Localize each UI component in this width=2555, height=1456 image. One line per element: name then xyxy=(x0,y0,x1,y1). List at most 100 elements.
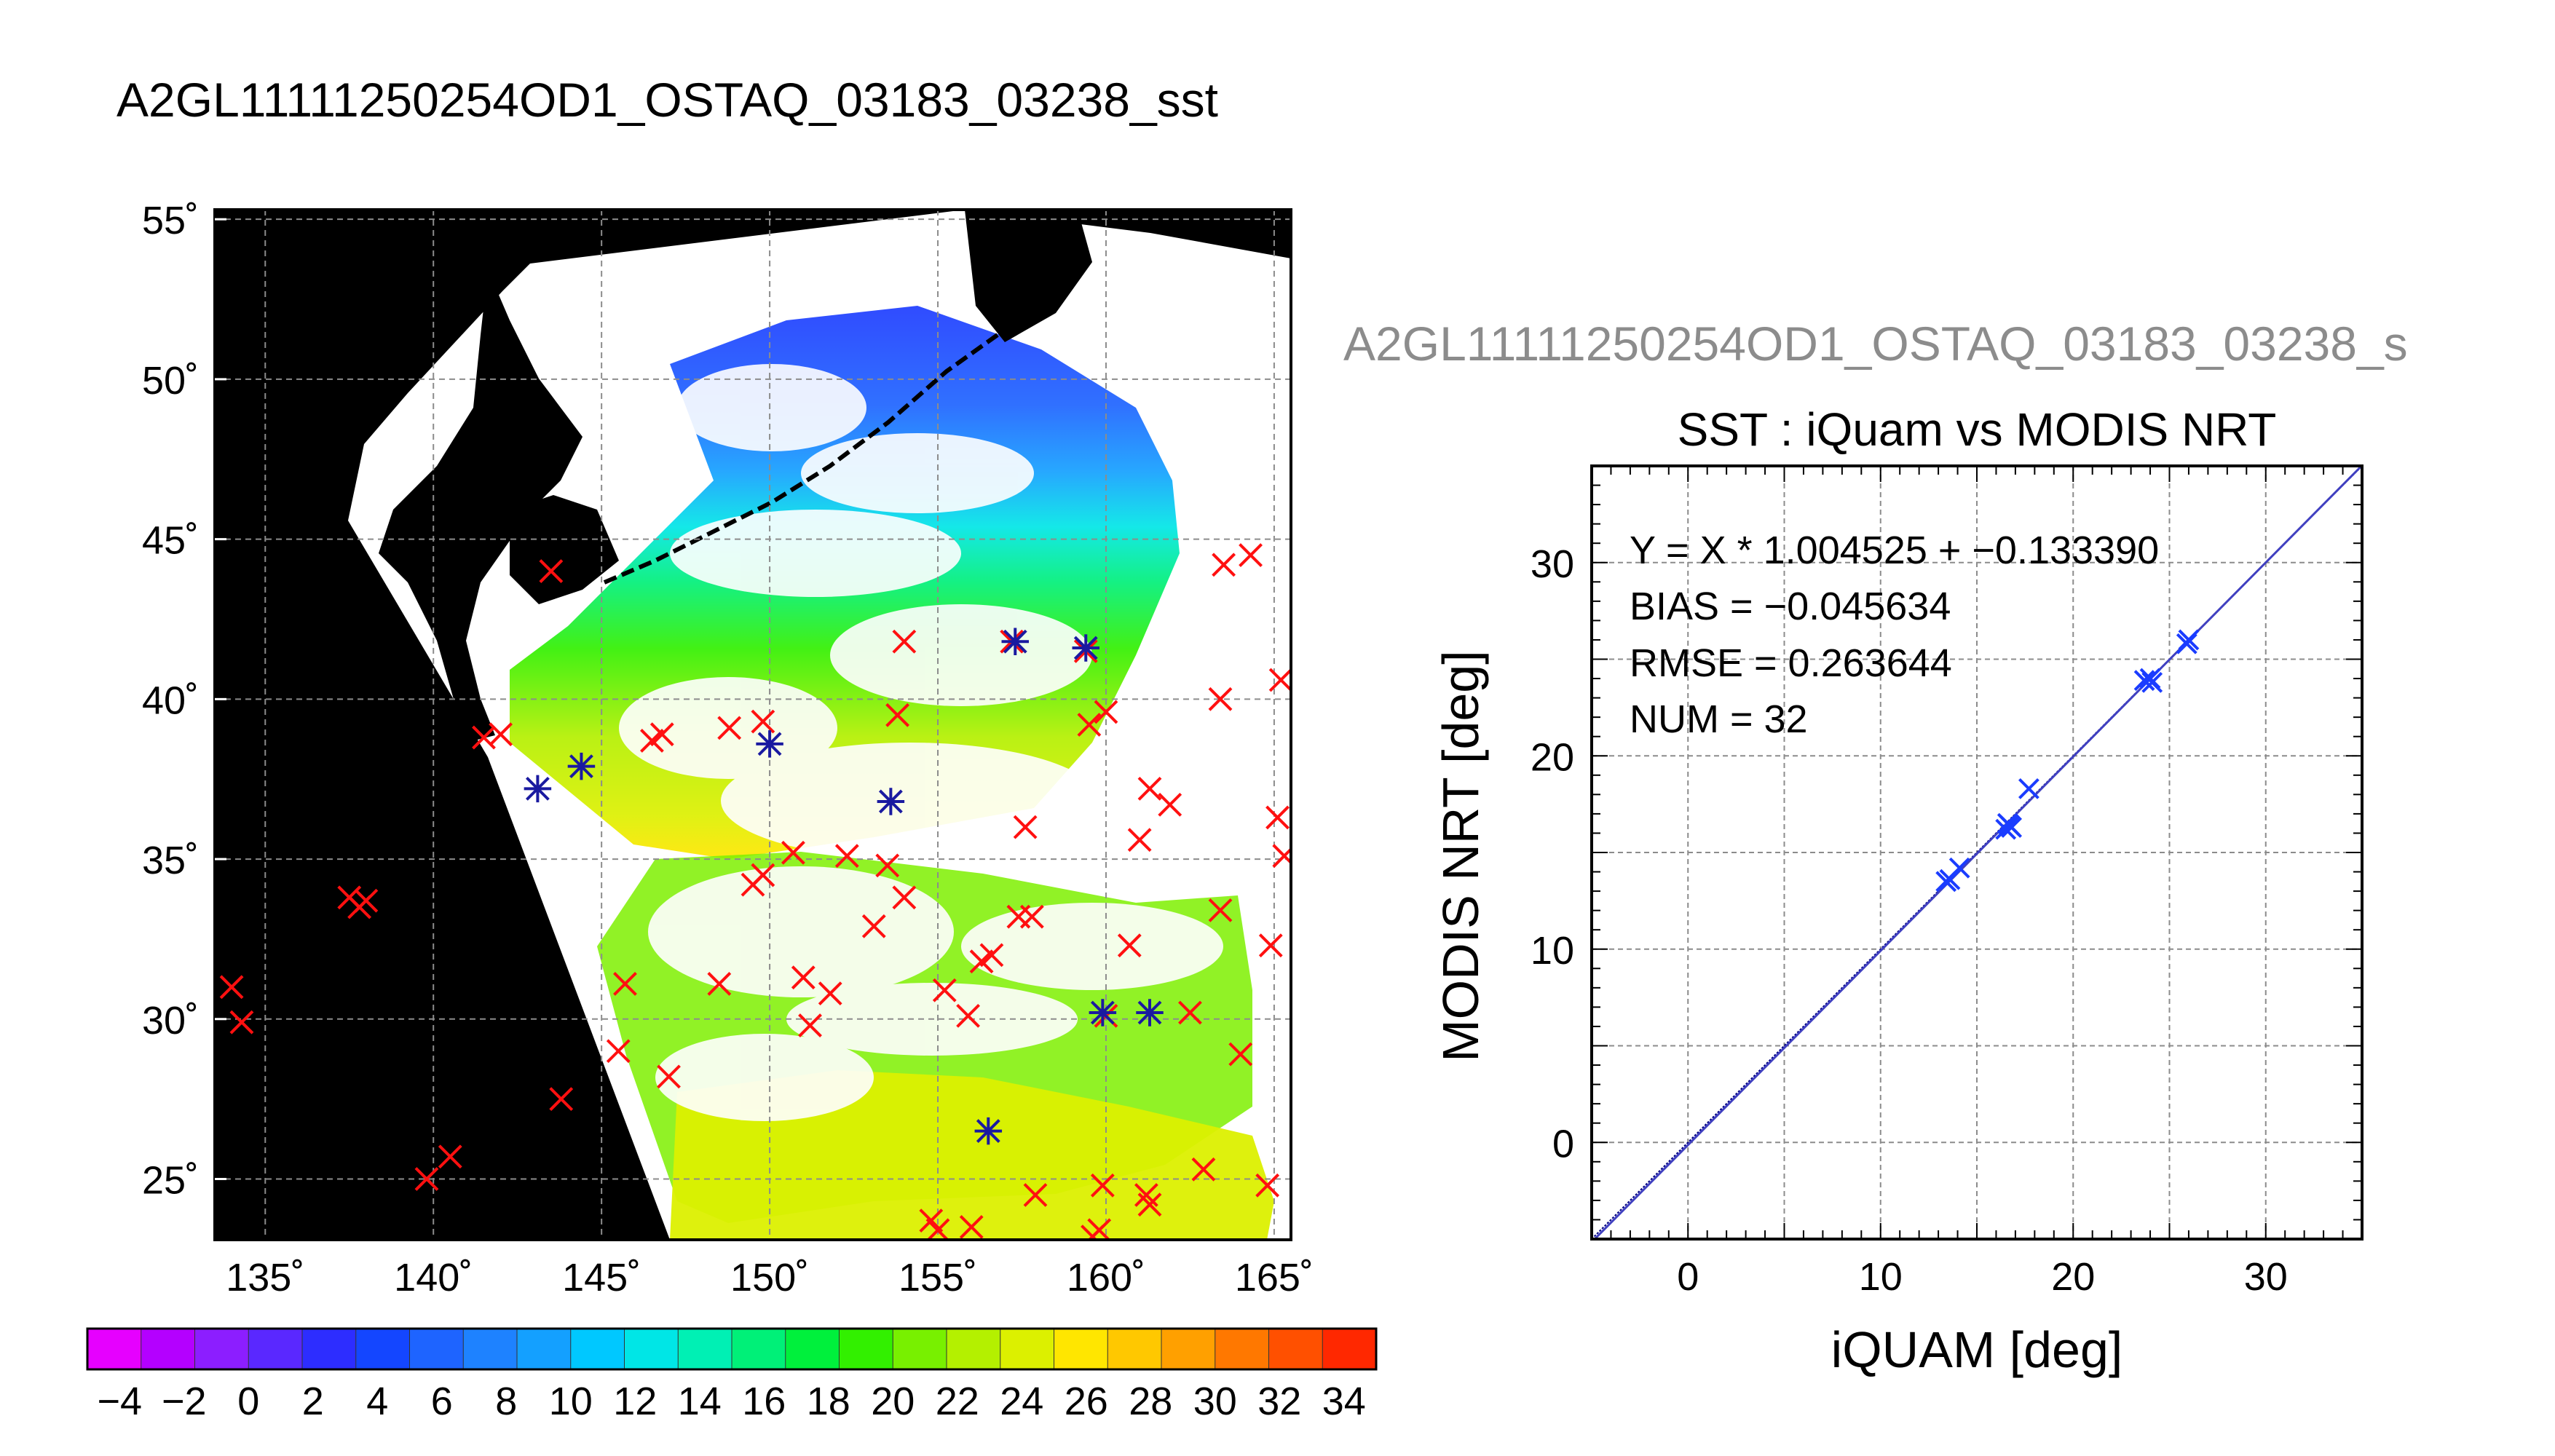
colorbar-cell xyxy=(409,1329,464,1369)
sst-colorbar: −4 −2 0 2 4 6 8 10 12 14 16 18 20 22 24 26 28 30 32 34 xyxy=(86,1327,1378,1423)
map-lon-tick-label: 160˚ xyxy=(1067,1256,1145,1299)
scatter-y-tick-labels: 0 10 20 30 xyxy=(1531,542,1574,1166)
matchup-marker-blue xyxy=(1001,628,1030,655)
matchup-marker-red xyxy=(861,914,886,938)
scatter-y-tick-label: 20 xyxy=(1531,735,1574,779)
colorbar-tick-label: 24 xyxy=(1000,1380,1043,1423)
colorbar-tick-label: 18 xyxy=(807,1380,850,1423)
scatter-stat-num: NUM = 32 xyxy=(1630,697,1808,741)
colorbar-cell xyxy=(1215,1329,1269,1369)
matchup-marker-red xyxy=(707,972,732,996)
matchup-marker-blue xyxy=(756,730,783,758)
scatter-y-tick-label: 0 xyxy=(1552,1122,1574,1166)
map-lon-tick-label: 135˚ xyxy=(226,1256,304,1299)
colorbar-cell xyxy=(1161,1329,1216,1369)
colorbar-frame xyxy=(86,1327,1378,1371)
matchup-marker-red xyxy=(892,629,917,654)
map-lat-tick-label: 35˚ xyxy=(142,839,199,882)
matchup-marker-red xyxy=(932,978,957,1002)
colorbar-tick-label: 4 xyxy=(366,1380,388,1423)
matchup-marker-red xyxy=(1090,1173,1115,1198)
colorbar-tick-label: 14 xyxy=(678,1380,722,1423)
land-kamchatka xyxy=(965,210,1092,342)
matchup-marker-red xyxy=(959,1215,984,1239)
colorbar-tick-label: 28 xyxy=(1129,1380,1172,1423)
scatter-y-axis-label: MODIS NRT [deg] xyxy=(1432,650,1489,1061)
matchup-marker-red xyxy=(649,722,674,747)
matchup-marker-blue xyxy=(1072,634,1100,662)
colorbar-tick-label: 32 xyxy=(1257,1380,1301,1423)
scatter-point xyxy=(2178,629,2200,651)
map-lon-tick-label: 165˚ xyxy=(1235,1256,1314,1299)
matchup-marker-red xyxy=(925,1218,950,1240)
matchup-marker-red xyxy=(781,840,805,865)
matchup-marker-red xyxy=(875,853,900,878)
map-lat-tick-label: 50˚ xyxy=(142,359,199,403)
colorbar-cell xyxy=(785,1329,840,1369)
colorbar-tick-label: 10 xyxy=(549,1380,593,1423)
matchup-marker-red xyxy=(885,703,910,727)
matchup-marker-red xyxy=(956,1003,981,1028)
colorbar-cell xyxy=(1322,1329,1377,1369)
colorbar-tick-label: 2 xyxy=(302,1380,324,1423)
colorbar-tick-label: −4 xyxy=(97,1380,142,1423)
scatter-x-tick-label: 10 xyxy=(1859,1255,1903,1299)
matchup-points-red xyxy=(219,543,1291,1240)
scatter-y-tick-label: 10 xyxy=(1531,929,1574,973)
scatter-frame xyxy=(1590,464,2364,1241)
map-lon-tick-label: 145˚ xyxy=(562,1256,641,1299)
scatter-y-tick-label: 30 xyxy=(1531,542,1574,586)
colorbar-cell xyxy=(1107,1329,1162,1369)
matchup-marker-red xyxy=(1117,933,1142,958)
colorbar-cell xyxy=(839,1329,893,1369)
scatter-point xyxy=(2018,778,2039,799)
secondary-title: A2GL11111250254OD1_OSTAQ_03183_03238_s xyxy=(1343,317,2408,371)
scatter-x-axis-label: iQUAM [deg] xyxy=(1831,1321,2123,1378)
map-lat-labels: 55˚ 50˚ 45˚ 40˚ 35˚ 30˚ 25˚ xyxy=(142,199,226,1203)
scatter-point xyxy=(1948,857,1970,879)
scatter-x-tick-label: 0 xyxy=(1677,1255,1699,1299)
matchup-points-blue xyxy=(524,628,1164,1145)
map-lon-tick-label: 155˚ xyxy=(899,1256,977,1299)
matchup-marker-blue xyxy=(1089,999,1117,1026)
map-lat-tick-label: 25˚ xyxy=(142,1159,199,1203)
matchup-marker-red xyxy=(549,1087,574,1112)
matchup-marker-red xyxy=(613,972,637,996)
regression-line xyxy=(1592,466,2362,1239)
matchup-marker-blue xyxy=(1136,999,1164,1026)
matchup-marker-red xyxy=(892,885,917,910)
colorbar-cell xyxy=(463,1329,518,1369)
scatter-grid xyxy=(1592,466,2362,1239)
matchup-marker-red xyxy=(414,1167,439,1191)
matchup-marker-red xyxy=(1255,1173,1280,1198)
map-lat-tick-label: 30˚ xyxy=(142,999,199,1042)
scatter-stat-equation: Y = X * 1.004525 + −0.133390 xyxy=(1630,529,2159,572)
matchup-marker-red xyxy=(606,1039,631,1064)
matchup-marker-red xyxy=(1094,700,1118,724)
matchup-marker-red xyxy=(1208,898,1233,922)
colorbar-tick-label: 20 xyxy=(871,1380,915,1423)
colorbar-cell xyxy=(355,1329,410,1369)
matchup-marker-red xyxy=(818,981,842,1006)
matchup-marker-blue xyxy=(567,752,596,780)
colorbar-cell xyxy=(517,1329,572,1369)
matchup-marker-red xyxy=(717,716,742,740)
colorbar-cell xyxy=(141,1329,195,1369)
colorbar-cell xyxy=(87,1329,142,1369)
colorbar-cell xyxy=(570,1329,625,1369)
land-hokkaido xyxy=(510,495,619,604)
matchup-marker-blue xyxy=(974,1117,1003,1145)
matchup-marker-red xyxy=(539,559,564,583)
colorbar-cell xyxy=(302,1329,357,1369)
matchup-marker-red xyxy=(1258,933,1283,958)
colorbar-cell xyxy=(678,1329,732,1369)
scatter-points xyxy=(1935,629,2200,893)
colorbar-cell xyxy=(194,1329,249,1369)
matchup-marker-red xyxy=(1137,1192,1162,1217)
colorbar-tick-label: 6 xyxy=(431,1380,453,1423)
matchup-marker-red xyxy=(798,1013,822,1037)
sst-map-panel: 55˚ 50˚ 45˚ 40˚ 35˚ 30˚ 25˚ 135˚ 140˚ 145˚ 150˚ 15… xyxy=(142,199,1314,1299)
matchup-marker-red xyxy=(1081,1224,1105,1240)
colorbar-tick-label: 12 xyxy=(613,1380,657,1423)
